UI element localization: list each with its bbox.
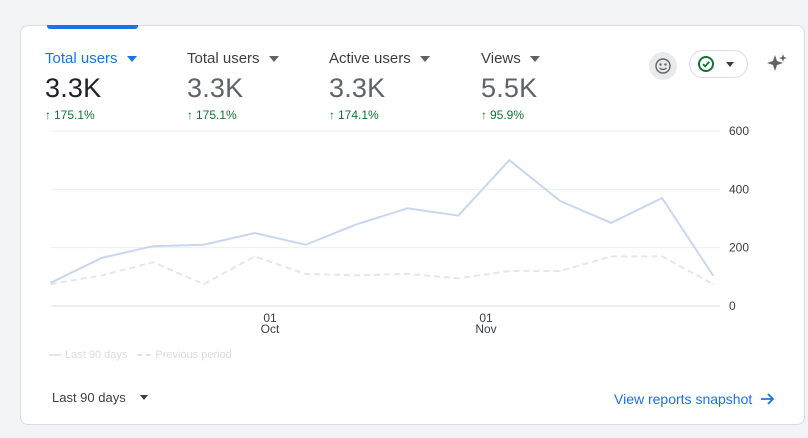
- x-tick-month: Nov: [475, 322, 496, 336]
- chevron-down-icon[interactable]: [419, 55, 430, 62]
- metric-change: ↑ 95.9%: [481, 108, 540, 122]
- sparkle-icon[interactable]: [765, 52, 789, 81]
- data-point: [304, 243, 307, 246]
- legend-solid-swatch: [49, 354, 61, 356]
- series-previous-period: [50, 255, 714, 286]
- metric-change: ↑ 175.1%: [187, 108, 279, 122]
- data-point: [559, 270, 562, 272]
- metric-value: 3.3K: [187, 73, 244, 103]
- data-point: [712, 274, 714, 277]
- series-last-90-days: [50, 158, 714, 284]
- data-point: [50, 283, 52, 285]
- insights-avatar-icon[interactable]: [649, 52, 677, 80]
- metric-tab-active-users[interactable]: Active users 3.3K ↑ 174.1%: [329, 50, 430, 122]
- y-axis-ticks: 600 400 200 0: [729, 124, 749, 313]
- metric-change-text: 174.1%: [338, 108, 379, 122]
- status-dropdown[interactable]: [689, 50, 748, 78]
- data-point: [101, 274, 103, 277]
- active-tab-indicator: [47, 25, 138, 29]
- data-point: [457, 214, 460, 217]
- date-range-label: Last 90 days: [52, 390, 126, 405]
- metric-value: 3.3K: [45, 73, 102, 103]
- data-point: [508, 270, 511, 272]
- data-point: [406, 207, 409, 210]
- chevron-down-icon: [139, 395, 148, 400]
- check-circle-icon: [698, 56, 714, 72]
- y-tick-label: 0: [729, 299, 736, 313]
- data-point: [610, 255, 612, 258]
- data-point: [508, 159, 511, 161]
- metric-change-text: 95.9%: [490, 108, 525, 122]
- y-tick-label: 600: [729, 124, 749, 138]
- metric-change: ↑ 174.1%: [329, 108, 430, 122]
- metric-tab-views[interactable]: Views 5.5K ↑ 95.9%: [481, 50, 540, 122]
- metric-label-text: Views: [481, 50, 521, 67]
- data-point: [457, 277, 460, 280]
- data-point: [661, 197, 663, 199]
- x-tick-month: Oct: [261, 322, 280, 336]
- metric-label: Total users: [45, 50, 137, 67]
- data-point: [202, 283, 205, 285]
- data-point: [712, 283, 714, 285]
- view-link-label: View reports snapshot: [614, 391, 753, 407]
- metric-tab-total-users-primary[interactable]: Total users 3.3K ↑ 175.1%: [45, 50, 137, 122]
- legend-dashed-swatch: [137, 354, 152, 356]
- data-point: [610, 222, 612, 224]
- y-tick-label: 400: [729, 182, 749, 196]
- arrow-up-icon: ↑: [187, 108, 193, 122]
- overview-card: [20, 25, 805, 425]
- legend-label: Previous period: [155, 349, 232, 361]
- arrow-up-icon: ↑: [45, 108, 51, 122]
- metric-label: Views: [481, 50, 540, 67]
- view-reports-snapshot-link[interactable]: View reports snapshot: [614, 391, 776, 407]
- metric-label-text: Total users: [187, 50, 260, 67]
- date-range-dropdown[interactable]: Last 90 days: [52, 390, 148, 405]
- chevron-down-icon: [726, 61, 734, 67]
- arrow-up-icon: ↑: [481, 108, 487, 122]
- arrow-up-icon: ↑: [329, 108, 335, 122]
- metric-label: Active users: [329, 50, 430, 67]
- legend-label: Last 90 days: [65, 349, 128, 361]
- chevron-down-icon[interactable]: [529, 55, 540, 62]
- data-point: [304, 273, 307, 275]
- data-point: [202, 243, 205, 246]
- chart-legend: Last 90 days Previous period: [49, 349, 232, 361]
- legend-item-last-90-days: Last 90 days: [49, 349, 127, 361]
- data-point: [355, 223, 358, 226]
- chevron-down-icon[interactable]: [268, 55, 279, 62]
- data-point: [559, 200, 562, 202]
- data-point: [661, 255, 663, 258]
- chevron-down-icon[interactable]: [126, 55, 137, 62]
- data-point: [253, 255, 256, 258]
- data-point: [152, 245, 154, 248]
- x-tick-day: 01: [479, 311, 493, 325]
- metric-change: ↑ 175.1%: [45, 108, 137, 122]
- x-tick-day: 01: [263, 311, 277, 325]
- metric-change-text: 175.1%: [196, 108, 237, 122]
- metric-value: 5.5K: [481, 73, 538, 103]
- metric-value: 3.3K: [329, 73, 386, 103]
- metric-change-text: 175.1%: [54, 108, 95, 122]
- metric-tab-total-users[interactable]: Total users 3.3K ↑ 175.1%: [187, 50, 279, 122]
- series-line: [50, 158, 714, 284]
- legend-item-previous-period: Previous period: [137, 349, 232, 361]
- data-point: [355, 274, 358, 277]
- arrow-right-icon: [761, 393, 775, 405]
- metric-label: Total users: [187, 50, 279, 67]
- y-tick-label: 200: [729, 241, 749, 255]
- metric-label-text: Total users: [45, 50, 118, 67]
- series-line: [50, 255, 714, 286]
- data-point: [50, 281, 52, 284]
- chart-grid: [51, 130, 720, 307]
- data-point: [152, 261, 154, 264]
- data-point: [406, 273, 409, 275]
- data-point: [101, 257, 103, 259]
- data-point: [253, 232, 256, 234]
- metric-label-text: Active users: [329, 50, 411, 67]
